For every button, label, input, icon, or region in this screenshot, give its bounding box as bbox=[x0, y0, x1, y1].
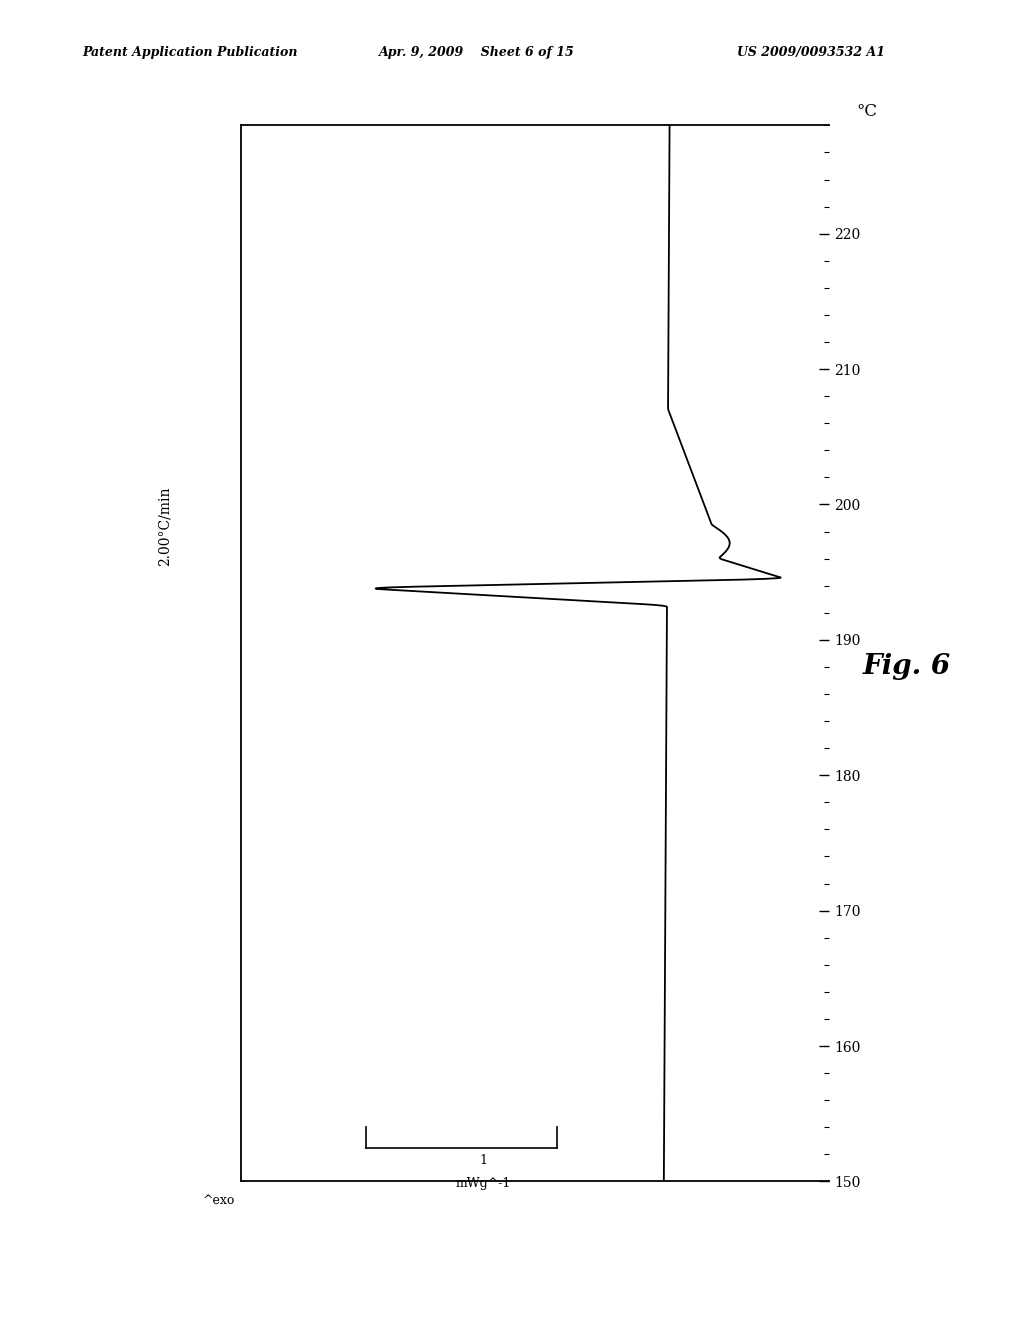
Text: °C: °C bbox=[856, 103, 877, 120]
Text: 1: 1 bbox=[479, 1154, 487, 1167]
Text: ^exo: ^exo bbox=[203, 1195, 234, 1206]
Text: 2.00°C/min: 2.00°C/min bbox=[157, 487, 171, 566]
Text: Patent Application Publication: Patent Application Publication bbox=[82, 46, 297, 59]
Text: US 2009/0093532 A1: US 2009/0093532 A1 bbox=[737, 46, 886, 59]
Text: Fig. 6: Fig. 6 bbox=[862, 653, 950, 680]
Text: mWg^-1: mWg^-1 bbox=[456, 1177, 511, 1191]
Text: Apr. 9, 2009    Sheet 6 of 15: Apr. 9, 2009 Sheet 6 of 15 bbox=[379, 46, 574, 59]
